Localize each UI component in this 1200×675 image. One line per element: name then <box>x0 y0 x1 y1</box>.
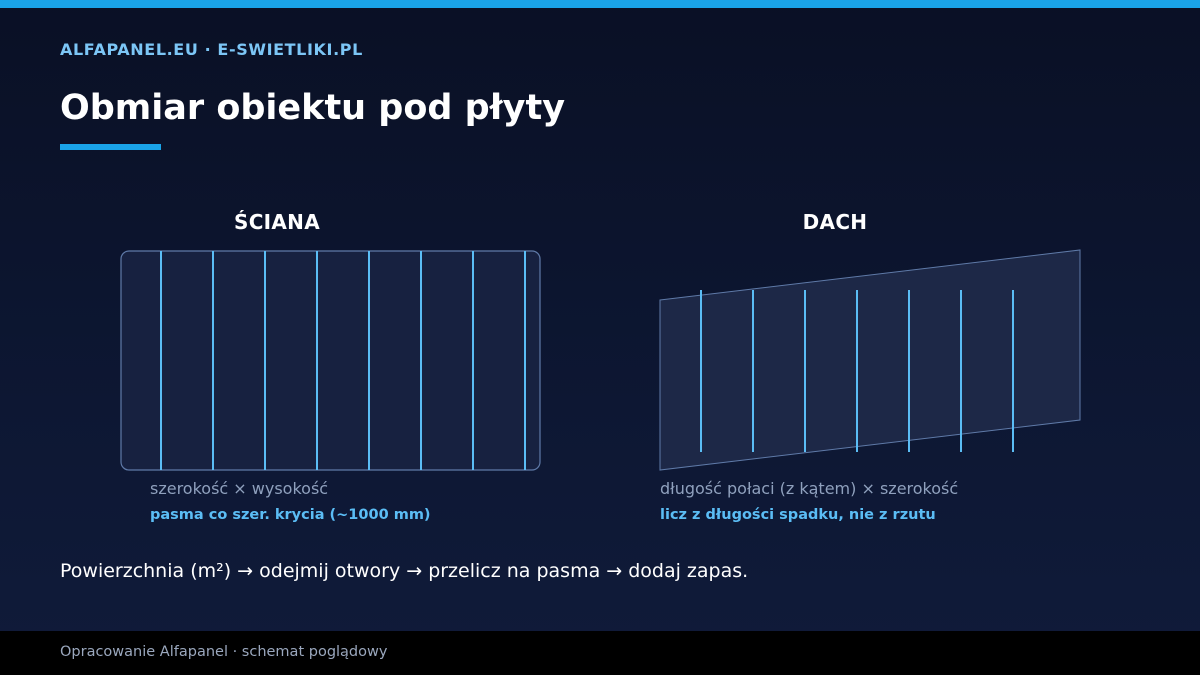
brand-label: ALFAPANEL.EU · E-SWIETLIKI.PL <box>60 40 363 59</box>
roof-diagram <box>659 249 1081 471</box>
title-underline <box>60 144 161 150</box>
roof-title: DACH <box>802 210 868 234</box>
summary-text: Powierzchnia (m²) → odejmij otwory → prz… <box>60 560 749 582</box>
wall-note: pasma co szer. krycia (~1000 mm) <box>150 507 431 523</box>
wall-panel <box>120 250 541 471</box>
roof-panel <box>659 249 1081 471</box>
page-title: Obmiar obiektu pod płyty <box>60 88 566 128</box>
wall-title: ŚCIANA <box>233 210 321 234</box>
roof-stripes <box>700 290 1014 452</box>
roof-note: licz z długości spadku, nie z rzutu <box>660 507 936 523</box>
wall-diagram <box>120 250 541 471</box>
roof-formula: długość połaci (z kątem) × szerokość <box>660 479 959 498</box>
wall-formula: szerokość × wysokość <box>150 479 329 498</box>
wall-stripes <box>160 251 526 470</box>
footer-text: Opracowanie Alfapanel · schemat poglądow… <box>60 644 388 660</box>
footer-bar: Opracowanie Alfapanel · schemat poglądow… <box>0 631 1200 675</box>
top-accent-bar <box>0 0 1200 8</box>
